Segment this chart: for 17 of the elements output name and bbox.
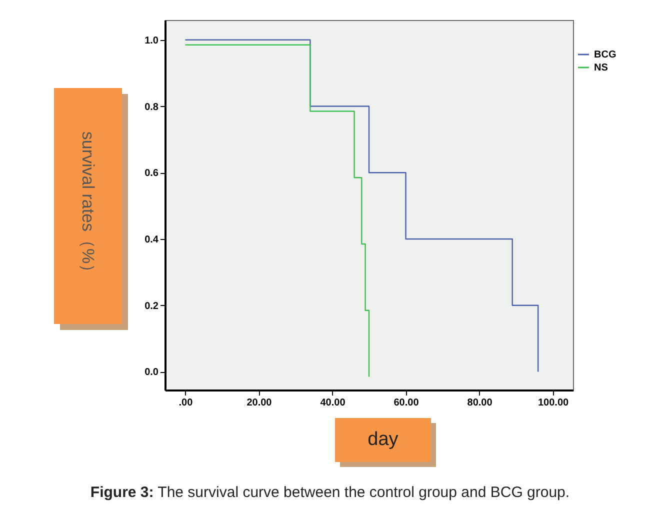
legend-label: NS	[594, 62, 608, 74]
y-tick-label: 0.0	[144, 367, 159, 378]
y-tick-label: 0.2	[144, 300, 159, 312]
caption: Figure 3: The survival curve between the control group and BCG group.	[89, 484, 571, 501]
x-axis-title: day	[335, 418, 431, 462]
x-tick-label: 20.00	[246, 398, 272, 408]
y-axis-title: survival rates（%）	[78, 131, 98, 281]
y-tick-label: 0.4	[144, 234, 159, 246]
x-tick-label: 40.00	[320, 398, 346, 408]
y-tick-label: 0.8	[144, 102, 159, 113]
x-tick-label: 80.00	[467, 398, 493, 408]
x-tick-label: .00	[178, 398, 194, 408]
y-tick-label: 1.0	[144, 35, 159, 46]
x-tick-label: 60.00	[394, 398, 420, 408]
x-tick-label: 100.00	[538, 398, 570, 408]
y-tick-label: 0.6	[144, 168, 159, 180]
legend-label: BCG	[594, 50, 616, 60]
